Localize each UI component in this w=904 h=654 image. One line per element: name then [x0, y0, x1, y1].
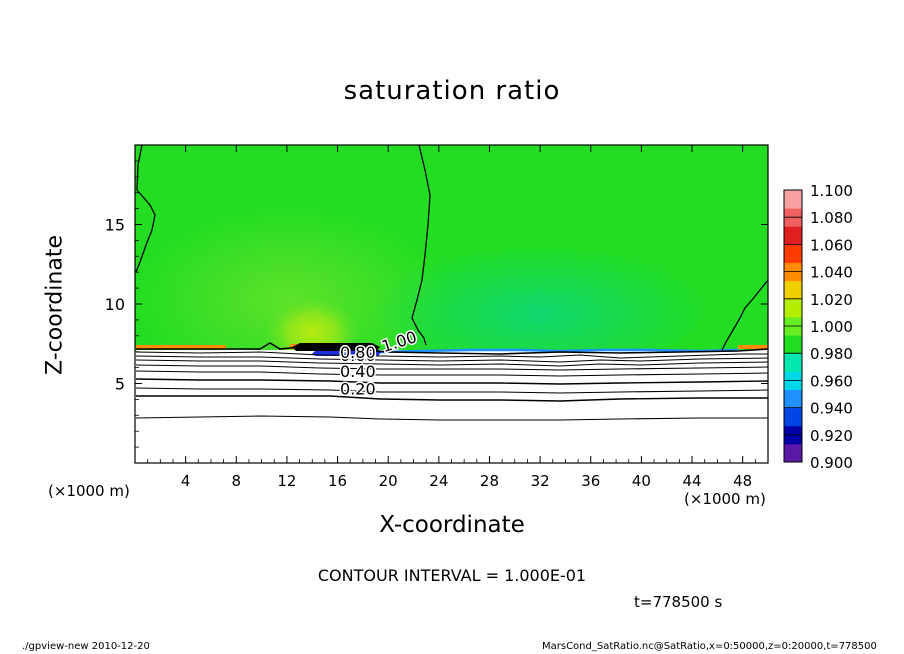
x-tick-label: 28: [480, 472, 499, 490]
contour-interval-text: CONTOUR INTERVAL = 1.000E-01: [317, 566, 587, 585]
colorbar-segment: [784, 353, 802, 372]
colorbar-label: 0.960: [810, 372, 853, 390]
colorbar-segment: [784, 443, 802, 463]
x-tick-label: 24: [429, 472, 448, 490]
colorbar: 1.100 1.080 1.060 1.040 1.020 1.000 0.980 0.960…: [783, 182, 853, 472]
teal-patch: [370, 230, 710, 370]
x-tick-label: 20: [379, 472, 398, 490]
x-tick-label: 4: [181, 472, 191, 490]
y-tick-label: 5: [115, 375, 125, 394]
colorbar-segment: [784, 335, 802, 354]
contour-label: 0.40: [340, 362, 376, 381]
surface-orange-right: [738, 345, 768, 349]
x-tick-label: 40: [632, 472, 651, 490]
lower-field: [135, 350, 768, 463]
x-axis-label: X-coordinate: [379, 512, 525, 538]
colorbar-segment: [784, 190, 802, 209]
x-tick-label: 36: [581, 472, 600, 490]
x-tick-label: 32: [531, 472, 550, 490]
y-axis-label: Z-coordinate: [42, 235, 68, 375]
colorbar-label: 0.980: [810, 345, 853, 363]
contour-0.20: [136, 395, 768, 402]
colorbar-label: 0.920: [810, 427, 853, 445]
contour-0.70: [135, 359, 768, 367]
contour-0.10: [135, 415, 768, 421]
y-tick-label: 15: [105, 216, 125, 235]
time-label: t=778500 s: [634, 593, 723, 611]
x-unit-label-right: (×1000 m): [684, 490, 766, 508]
colorbar-segment: [784, 226, 802, 245]
contour-0.80: [135, 355, 768, 363]
contour-0.60: [135, 364, 768, 371]
field-layer: [135, 145, 768, 463]
surface-orange-left: [136, 345, 226, 349]
colorbar-label: 1.080: [810, 209, 853, 227]
contour-mid-1.00: [411, 145, 431, 346]
footer-left: ./gpview-new 2010-12-20: [22, 641, 150, 652]
x-tick-label: 48: [733, 472, 752, 490]
contour-0.50: [135, 370, 768, 377]
contour-left-1.00: [135, 145, 156, 273]
contour-label-layer: 1.000.600.800.400.20: [339, 326, 421, 400]
contour-right-1.00: [721, 279, 768, 351]
contour-0.90: [135, 351, 768, 359]
x-unit-label-left: (×1000 m): [48, 482, 130, 500]
contour-lines: [135, 145, 768, 421]
colorbar-label: 1.100: [810, 182, 853, 200]
colorbar-segment: [784, 407, 802, 427]
x-tick-label: 44: [682, 472, 701, 490]
contour-0.30: [135, 387, 768, 394]
contour-label: 0.60: [340, 346, 376, 365]
colorbar-segment: [784, 280, 802, 300]
colorbar-label: 1.020: [810, 291, 853, 309]
contour-label: 0.20: [340, 380, 376, 399]
colorbar-segment: [784, 298, 802, 318]
surface-blue-line: [379, 348, 739, 354]
colorbar-label: 1.000: [810, 318, 853, 336]
chart-title: saturation ratio: [343, 76, 561, 106]
y-tick-label: 10: [105, 295, 125, 314]
footer-right: MarsCond_SatRatio.nc@SatRatio,x=0:50000,…: [542, 641, 877, 652]
x-tick-label: 12: [277, 472, 296, 490]
colorbar-label: 0.940: [810, 400, 853, 418]
colorbar-segment: [784, 389, 802, 409]
black-pocket: [292, 343, 380, 351]
contour-label: 0.80: [340, 343, 376, 362]
x-tick-label: 16: [328, 472, 347, 490]
colorbar-label: 1.040: [810, 264, 853, 282]
colorbar-label: 0.900: [810, 454, 853, 472]
contour-0.40: [135, 378, 768, 385]
colorbar-label: 1.060: [810, 236, 853, 254]
x-tick-label: 8: [232, 472, 242, 490]
contour-surface: [136, 342, 768, 355]
colorbar-segment: [784, 244, 802, 264]
